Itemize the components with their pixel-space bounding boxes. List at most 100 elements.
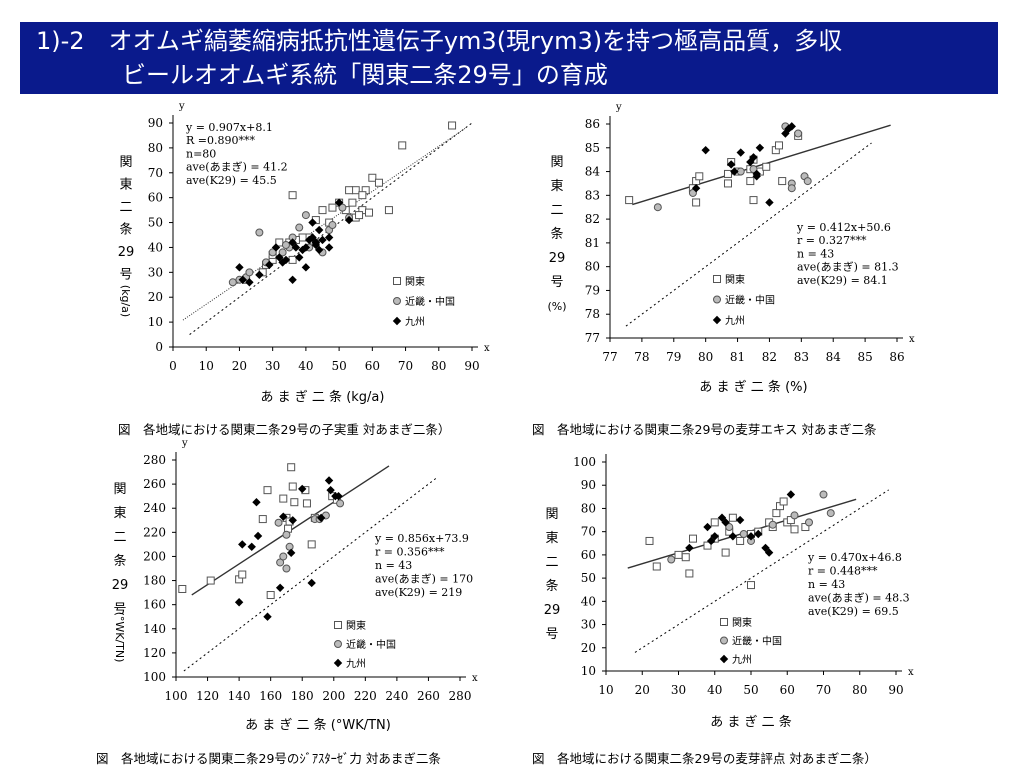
point-kanto (355, 211, 364, 220)
x-tick-label: 20 (232, 359, 247, 373)
point-kyushu (263, 612, 272, 621)
point-kyushu (286, 548, 296, 558)
point-kyushu (765, 198, 774, 207)
x-tick-label: 30 (671, 683, 686, 697)
legend-label-kyushu: 九州 (405, 316, 425, 328)
legend-marker-kyushu (719, 654, 729, 664)
one-to-one-line (634, 489, 890, 653)
point-kyushu (786, 490, 796, 499)
point-kanto (266, 591, 275, 600)
y-axis-title-char: 29 (549, 251, 566, 266)
x-tick-label: 78 (634, 350, 649, 364)
point-kinki-chugoku (278, 248, 287, 257)
y-tick-label: 60 (581, 548, 596, 562)
point-kyushu (279, 512, 288, 521)
point-kyushu (324, 476, 334, 485)
point-kinki-chugoku (790, 511, 799, 520)
legend-marker-kanto (720, 618, 728, 626)
one-to-one-line (625, 142, 872, 327)
point-kinki-chugoku (245, 268, 254, 277)
y-axis-title-char: 条 (113, 553, 126, 569)
y-tick-label: 90 (581, 478, 596, 492)
x-tick-label: 50 (331, 359, 346, 373)
point-kyushu (334, 491, 343, 501)
stats-text: n=80 (186, 147, 216, 160)
y-tick-label: 200 (143, 549, 166, 563)
point-kyushu (703, 522, 712, 532)
y-axis-title-char: 関 (545, 507, 558, 522)
x-tick-label: 70 (816, 683, 831, 697)
point-kyushu (730, 167, 739, 176)
point-kyushu (314, 225, 324, 235)
y-axis-name: y (615, 102, 622, 113)
y-tick-label: 79 (585, 283, 600, 297)
y-tick-label: 240 (143, 501, 166, 515)
x-tick-label: 60 (365, 359, 380, 373)
point-kanto (328, 203, 337, 212)
y-tick-label: 82 (585, 212, 600, 226)
point-kinki-chugoku (274, 518, 283, 527)
legend-marker-kinki-chugoku (334, 640, 342, 648)
point-kanto (674, 550, 683, 559)
x-tick-label: 280 (449, 689, 472, 703)
point-kinki-chugoku (282, 530, 291, 539)
point-kanto (263, 486, 272, 495)
point-kanto (290, 498, 299, 507)
point-kinki-chugoku (768, 520, 777, 529)
y-tick-label: 80 (585, 260, 600, 274)
point-kinki-chugoku (787, 184, 796, 193)
point-kanto (710, 518, 719, 527)
point-kyushu (726, 160, 736, 169)
x-tick-label: 260 (417, 689, 440, 703)
point-kinki-chugoku (667, 555, 676, 564)
y-axis-title-char: 条 (550, 226, 563, 242)
y-tick-label: 280 (143, 453, 166, 467)
y-tick-label: 77 (585, 331, 600, 345)
x-tick-label: 81 (730, 350, 745, 364)
y-tick-label: 180 (143, 574, 166, 588)
legend-label-kinki-chugoku: 近畿・中国 (405, 295, 455, 308)
y-axis-title-char: 東 (545, 530, 558, 546)
stats-text: n = 43 (375, 559, 412, 572)
point-kanto (365, 208, 374, 217)
point-kyushu (318, 235, 327, 245)
slide-title-line2: ビールオオムギ系統「関東二条29号」の育成 (122, 61, 608, 89)
x-tick-label: 50 (743, 683, 758, 697)
point-kyushu (752, 172, 761, 181)
point-kyushu (754, 529, 763, 539)
point-kyushu (275, 583, 285, 592)
caption-grain-yield: 図 各地域における関東二条29号の子実重 対あまぎ二条） (118, 422, 451, 437)
y-axis-name: y (181, 438, 188, 449)
legend-label-kyushu: 九州 (346, 658, 366, 670)
regression-line (182, 127, 466, 321)
point-kyushu (717, 513, 727, 522)
stats-text: r = 0.448*** (808, 565, 878, 578)
y-tick-label: 30 (148, 265, 163, 279)
y-tick-label: 81 (585, 236, 600, 250)
y-axis-title-char: 条 (545, 578, 558, 594)
legend-marker-kanto (713, 275, 721, 283)
legend-marker-kinki-chugoku (713, 295, 721, 304)
y-axis-title-char: 二 (545, 555, 558, 570)
point-kanto (736, 536, 745, 545)
point-kinki-chugoku (336, 499, 345, 508)
point-kyushu (238, 275, 247, 284)
point-kyushu (764, 548, 774, 557)
point-kinki-chugoku (282, 564, 291, 573)
point-kyushu (685, 543, 694, 553)
x-tick-label: 180 (291, 689, 314, 703)
point-kanto (358, 191, 367, 200)
point-kyushu (271, 243, 281, 252)
y-tick-label: 10 (581, 664, 596, 678)
point-kanto (288, 482, 297, 491)
stats-text: ave(K29) = 69.5 (808, 605, 899, 618)
point-kanto (692, 198, 701, 207)
point-kanto (318, 206, 327, 215)
stats-text: y = 0.470x+46.8 (807, 551, 902, 564)
point-kyushu (281, 255, 291, 265)
point-kanto (345, 186, 354, 195)
stats-text: r = 0.356*** (375, 546, 445, 559)
y-axis-title-char: 号 (545, 627, 558, 642)
y-axis-title-char: 号 (119, 268, 132, 283)
